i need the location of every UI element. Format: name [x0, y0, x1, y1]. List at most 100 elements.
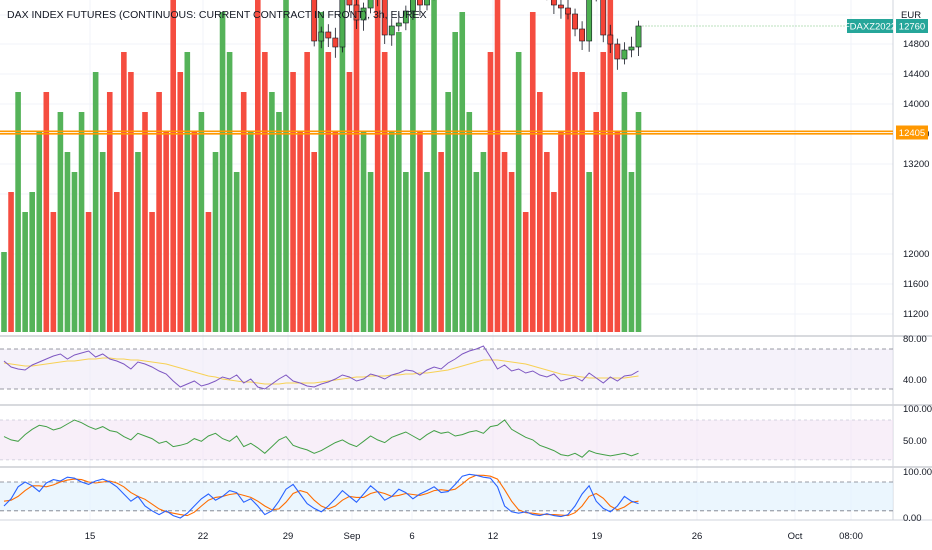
price-tick-label: 14400	[903, 69, 929, 80]
candle-body[interactable]	[388, 25, 395, 36]
candle-body[interactable]	[346, 0, 353, 6]
time-label: 19	[592, 531, 603, 542]
volume-bar	[466, 112, 473, 332]
volume-bar	[417, 132, 423, 332]
candle-body[interactable]	[628, 46, 635, 51]
volume-bar	[635, 112, 642, 332]
candle-body[interactable]	[550, 0, 557, 6]
stoch-tick-label: 0.00	[903, 513, 922, 524]
currency-label: EUR	[901, 10, 921, 21]
candle-body[interactable]	[424, 0, 430, 6]
volume-bar	[283, 0, 289, 332]
candle-body[interactable]	[586, 0, 593, 42]
volume-bar	[262, 52, 268, 332]
stoch-band	[0, 482, 893, 511]
price-tick-label: 12000	[903, 249, 929, 260]
candle-body[interactable]	[565, 7, 571, 15]
volume-bar	[191, 132, 198, 332]
volume-bar	[501, 152, 508, 332]
candle-body[interactable]	[360, 7, 367, 21]
volume-bar	[43, 92, 50, 332]
volume-bar	[410, 0, 416, 332]
time-label: 6	[409, 531, 414, 542]
oscillator-line	[3, 419, 639, 458]
volume-bar	[29, 192, 35, 332]
candle-body[interactable]	[635, 25, 642, 48]
last-price-label: 12760	[899, 22, 925, 33]
volume-bar	[233, 172, 240, 332]
volume-bar	[247, 132, 254, 332]
candle-body[interactable]	[318, 31, 325, 42]
candle-body[interactable]	[367, 0, 374, 9]
volume-bar	[628, 172, 635, 332]
candle-body[interactable]	[395, 22, 402, 27]
volume-bar	[177, 72, 184, 332]
volume-bar	[219, 12, 226, 332]
stoch-d-line	[3, 474, 639, 517]
volume-bar	[487, 52, 494, 332]
volume-bar	[522, 212, 529, 332]
volume-bar	[50, 212, 57, 332]
time-label: 26	[692, 531, 703, 542]
candle-body[interactable]	[353, 4, 360, 21]
symbol-badge-label: FDAXZ2022	[844, 22, 896, 33]
volume-bar	[544, 152, 550, 332]
volume-bar	[142, 112, 148, 332]
price-tick-label: 13200	[903, 159, 929, 170]
volume-bar	[586, 172, 592, 332]
candle-body[interactable]	[614, 43, 621, 60]
candle-body[interactable]	[381, 0, 388, 36]
volume-bar	[374, 0, 381, 332]
volume-bar	[304, 52, 310, 332]
candle-body[interactable]	[558, 4, 564, 9]
candle-body[interactable]	[409, 0, 416, 12]
candle-body[interactable]	[417, 0, 423, 6]
candle-body[interactable]	[339, 0, 346, 48]
volume-bar	[360, 132, 367, 332]
candle-body[interactable]	[325, 31, 332, 39]
candle-body[interactable]	[579, 28, 585, 42]
osc-tick-label: 50.00	[903, 436, 927, 447]
rsi-tick-label: 80.00	[903, 334, 927, 345]
candle-body[interactable]	[311, 0, 318, 42]
time-label: 22	[198, 531, 209, 542]
candle-body[interactable]	[621, 49, 628, 60]
candle-body[interactable]	[572, 13, 578, 30]
volume-bar	[346, 72, 353, 332]
time-label: 12	[488, 531, 499, 542]
volume-bar	[480, 152, 487, 332]
candle-body[interactable]	[600, 0, 607, 36]
volume-bar	[212, 152, 219, 332]
price-tick-label: 11200	[903, 309, 929, 320]
candle-body[interactable]	[607, 34, 614, 45]
volume-bar	[424, 172, 430, 332]
volume-bar	[508, 172, 515, 332]
volume-bar	[149, 212, 155, 332]
volume-bar	[494, 0, 501, 332]
volume-bar	[15, 92, 21, 332]
volume-bar	[36, 132, 43, 332]
volume-bar	[311, 152, 317, 332]
volume-bar	[163, 132, 169, 332]
price-tick-label: 14000	[903, 99, 929, 110]
volume-bar	[156, 92, 162, 332]
volume-bar	[106, 92, 113, 332]
volume-bar	[71, 172, 78, 332]
symbol-badge	[847, 19, 893, 33]
volume-bar	[403, 172, 409, 332]
osc-band	[0, 420, 893, 460]
stoch-tick-label: 100.00	[903, 467, 932, 478]
support-price-badge	[896, 125, 928, 140]
candle-body[interactable]	[332, 37, 339, 48]
volume-bar	[1, 252, 7, 332]
volume-bar	[565, 12, 571, 332]
volume-bar	[593, 112, 599, 332]
rsi-line	[3, 345, 639, 390]
volume-bar	[614, 132, 621, 332]
candle-body[interactable]	[402, 10, 409, 24]
volume-bar	[445, 92, 451, 332]
volume-bar	[8, 192, 14, 332]
volume-bar	[515, 52, 522, 332]
